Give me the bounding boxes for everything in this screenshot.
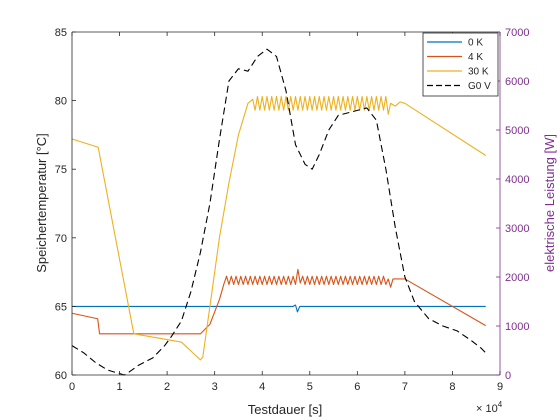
left-y-tick-label: 80 [55,96,67,108]
x-axis-exponent: × 104 [476,400,503,415]
x-axis-exponent-base: × 10 [476,403,498,415]
axes-layer [71,31,501,376]
right-y-tick-label: 0 [505,370,511,382]
x-tick-label: 3 [212,381,218,393]
series-layer [71,48,487,376]
left-y-axis-label: Speichertemperatur [°C] [34,133,49,273]
legend-label: 0 K [468,38,483,49]
x-tick-label: 0 [69,381,75,393]
left-y-tick-label: 75 [55,164,67,176]
x-axis-exponent-power: 4 [498,400,503,409]
x-tick-label: 4 [259,381,265,393]
legend-label: 4 K [468,52,483,63]
right-y-tick-label: 1000 [505,321,529,333]
legend-box [422,32,499,97]
left-y-tick-label: 70 [55,233,67,245]
right-y-tick-label: 5000 [505,125,529,137]
x-tick-label: 8 [449,381,455,393]
right-y-axis-label: elektrische Leistung [W] [542,134,557,272]
x-tick-label: 2 [164,381,170,393]
series-line-30-k [71,95,487,361]
x-tick-label: 9 [497,381,503,393]
right-y-tick-label: 3000 [505,223,529,235]
legend-label: G0 V [468,81,491,92]
x-tick-label: 7 [402,381,408,393]
x-tick-label: 1 [116,381,122,393]
series-line-4-k [71,268,487,335]
left-y-tick-label: 85 [55,27,67,39]
legend: 0 K 4 K 30 K G0 V [422,32,499,97]
right-y-tick-label: 2000 [505,272,529,284]
left-y-tick-label: 65 [55,301,67,313]
x-tick-label: 5 [307,381,313,393]
series-line-0-k [72,304,486,313]
x-axis-label: Testdauer [s] [248,402,322,417]
right-y-tick-label: 7000 [505,27,529,39]
right-y-tick-label: 4000 [505,174,529,186]
left-y-tick-label: 60 [55,370,67,382]
ticks-layer: 0 1 2 3 4 5 6 7 8 9 60 65 70 75 80 85 0 1000 2000 3000 4000 5… [55,27,530,393]
x-tick-label: 6 [354,381,360,393]
series-line-g0-v [71,48,487,376]
legend-label: 30 K [468,67,489,78]
right-y-tick-label: 6000 [505,76,529,88]
labels-layer: Testdauer [s] Speichertemperatur [°C] el… [34,133,557,417]
